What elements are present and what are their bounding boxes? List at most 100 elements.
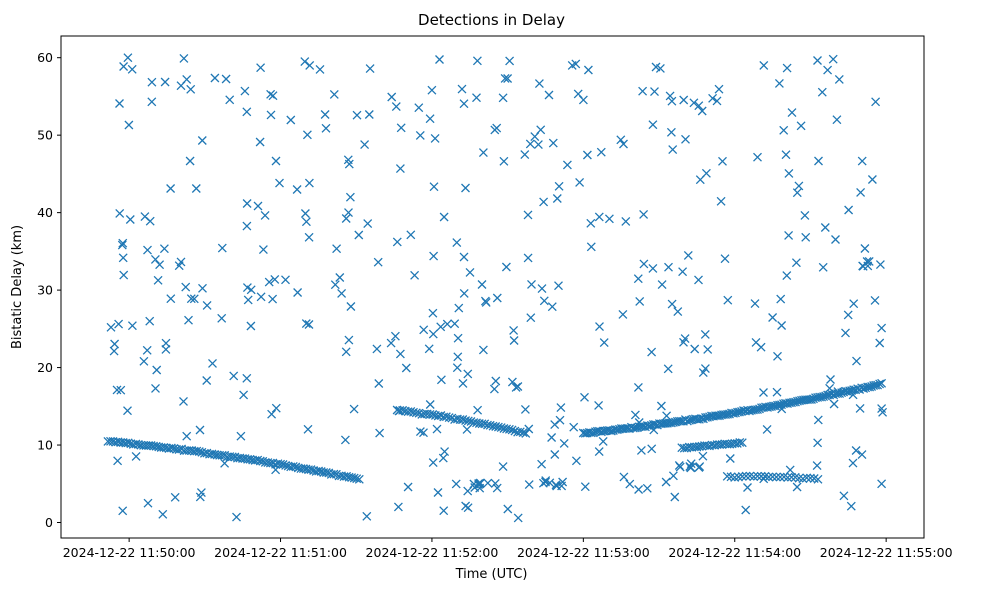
- detection-point: [787, 108, 797, 118]
- x-tick-label: 2024-12-22 11:55:00: [820, 545, 953, 560]
- detection-point: [392, 237, 402, 247]
- detection-point: [335, 273, 345, 282]
- detection-point: [478, 148, 488, 158]
- detection-point: [650, 87, 659, 97]
- track-point: [227, 452, 237, 462]
- detection-point: [396, 123, 406, 133]
- detection-point: [580, 482, 590, 492]
- cluster-point: [490, 478, 500, 488]
- detection-point: [701, 168, 711, 178]
- detection-point: [523, 210, 533, 220]
- detection-point: [834, 74, 844, 84]
- detection-point: [639, 209, 649, 219]
- detection-point: [635, 296, 645, 306]
- detection-point: [208, 358, 217, 368]
- detection-point: [759, 388, 768, 397]
- detection-point: [267, 409, 277, 419]
- detection-point: [668, 471, 678, 481]
- cluster-point: [474, 478, 484, 488]
- detection-point: [647, 347, 657, 357]
- detection-point: [182, 74, 192, 84]
- track-point: [281, 460, 291, 470]
- cluster-point: [875, 260, 885, 270]
- detection-point: [779, 125, 789, 135]
- detection-point: [619, 139, 628, 149]
- detection-point: [673, 307, 683, 317]
- detection-point: [429, 251, 439, 261]
- detection-point: [354, 230, 364, 240]
- detection-point: [242, 373, 252, 383]
- detection-point: [860, 244, 870, 253]
- track-point: [753, 471, 762, 481]
- detection-point: [461, 183, 470, 193]
- track-point: [411, 408, 421, 418]
- detection-point: [509, 325, 519, 335]
- track-point: [166, 443, 176, 453]
- track-point: [764, 472, 774, 482]
- detection-point: [552, 194, 562, 203]
- detection-point: [432, 424, 442, 434]
- detection-point: [264, 277, 274, 287]
- detection-point: [559, 438, 569, 448]
- detection-point: [573, 89, 583, 99]
- detection-point: [663, 364, 673, 374]
- detection-point: [520, 404, 530, 414]
- detection-point: [145, 316, 155, 326]
- detection-point: [712, 96, 722, 106]
- detection-point: [871, 97, 881, 107]
- detection-point: [513, 513, 523, 523]
- detection-point: [594, 212, 604, 222]
- detection-point: [166, 184, 176, 193]
- detection-point: [818, 262, 828, 272]
- detection-point: [524, 480, 534, 490]
- detection-point: [575, 177, 585, 187]
- detection-point: [698, 368, 708, 378]
- detection-point: [828, 54, 838, 64]
- track-point: [255, 456, 265, 466]
- detection-point: [428, 458, 438, 468]
- cluster-point: [858, 261, 868, 271]
- cluster-point: [558, 477, 568, 487]
- detection-point: [463, 369, 473, 379]
- detection-point: [221, 74, 231, 84]
- detection-point: [160, 77, 170, 87]
- detection-point: [498, 93, 508, 103]
- detection-point: [594, 447, 604, 457]
- detection-point: [179, 53, 189, 63]
- detection-point: [349, 404, 359, 414]
- detection-point: [826, 375, 835, 384]
- detection-point: [846, 501, 856, 511]
- detection-point: [571, 456, 581, 466]
- detection-point: [243, 295, 253, 305]
- detection-point: [812, 461, 822, 471]
- y-tick-label: 60: [37, 50, 53, 65]
- detection-point: [337, 288, 347, 298]
- detection-point: [268, 294, 278, 304]
- detection-point: [527, 279, 536, 289]
- detection-point: [341, 347, 351, 357]
- detection-point: [458, 378, 468, 388]
- track-point: [726, 472, 736, 482]
- detection-point: [275, 178, 284, 188]
- detection-point: [253, 201, 263, 211]
- detection-point: [387, 92, 397, 102]
- detection-point: [152, 365, 162, 375]
- detection-point: [343, 155, 353, 165]
- track-point: [491, 422, 501, 431]
- detection-point: [184, 315, 193, 325]
- detection-point: [304, 232, 314, 242]
- detection-point: [186, 84, 196, 94]
- detection-point: [271, 156, 281, 166]
- detection-point: [303, 424, 313, 434]
- detection-point: [741, 505, 751, 515]
- detection-point: [666, 127, 676, 137]
- detection-point: [490, 125, 500, 135]
- detection-point: [127, 321, 137, 331]
- detection-point: [246, 321, 256, 331]
- detection-point: [430, 133, 440, 143]
- detection-point: [813, 438, 823, 448]
- detection-point: [115, 99, 124, 108]
- detection-point: [270, 274, 280, 284]
- detection-point: [750, 299, 760, 309]
- detection-point: [639, 259, 649, 269]
